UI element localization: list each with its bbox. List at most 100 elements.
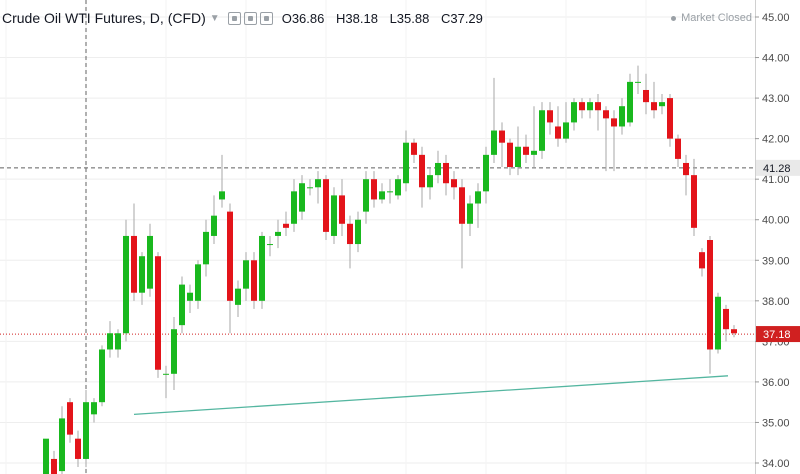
candle-up [635,81,641,83]
y-tick-label: 36.00 [762,377,790,389]
high-value: 38.18 [345,10,378,26]
candle-down [547,110,553,123]
candle-up [715,296,721,350]
candle-up [627,81,633,123]
candle-up [171,329,177,374]
candle-up [91,402,97,415]
candle-up [163,373,169,375]
candle-down [347,223,353,245]
candle-down [323,179,329,232]
settings-icon[interactable] [227,11,241,25]
y-tick-label: 38.00 [762,296,790,308]
candle-down [443,162,449,184]
candle-up [179,284,185,326]
crosshair-lines [0,0,755,474]
y-tick-label: 42.00 [762,134,790,146]
y-tick-label: 40.00 [762,215,790,227]
y-tick-label: 44.00 [762,53,790,65]
candle-up [147,235,153,289]
candle-up [395,179,401,196]
candle-down [227,211,233,301]
low-key: L [389,10,397,26]
candle-up [355,219,361,245]
candle-up [531,150,537,155]
visibility-icon[interactable] [243,11,257,25]
y-tick-label: 45.00 [762,12,790,24]
y-tick-label: 39.00 [762,255,790,267]
candle-down [731,329,737,334]
candle-up [307,187,313,189]
candle-up [315,179,321,188]
candle-down [683,162,689,176]
candle-down [595,102,601,111]
candle-down [603,110,609,119]
candle-up [259,235,265,301]
candle-up [83,402,89,459]
candle-up [483,154,489,192]
candle-down [411,142,417,155]
market-status-text: Market Closed [681,12,752,24]
candle-up [275,231,281,236]
candle-up [123,235,129,334]
candle-down [51,458,57,474]
candle-up [235,288,241,305]
y-tick-label: 34.00 [762,458,790,470]
candle-up [571,102,577,123]
price-axis-bg [755,0,800,474]
candle-up [515,146,521,168]
candle-up [539,110,545,151]
candle-up [467,203,473,224]
candle-down [67,402,73,435]
candle-up [211,215,217,236]
candle-up [659,102,665,107]
candle-down [451,179,457,188]
symbol-header: Crude Oil WTI Futures, D, (CFD) ▼ O36.86… [0,0,755,36]
candle-up [379,191,385,200]
candle-down [155,256,161,370]
close-icon[interactable] [259,11,273,25]
candle-up [491,130,497,155]
candle-down [611,118,617,127]
candle-down [651,102,657,111]
candle-down [499,130,505,143]
last-price-label: 37.18 [763,329,791,341]
candle-down [507,142,513,168]
candle-down [723,308,729,330]
crosshair-price-label: 41.28 [763,163,791,175]
candle-down [699,252,705,269]
ohlc-values: O36.86 H38.18 L35.88 C37.29 [282,11,491,26]
y-tick-label: 43.00 [762,93,790,105]
high-key: H [336,10,346,26]
y-tick-label: 41.00 [762,174,790,186]
crosshair-price-label-bg [756,159,800,176]
candle-down [251,260,257,301]
close-value: 37.29 [450,10,483,26]
candle-up [107,333,113,350]
candle-up [475,191,481,204]
candle-up [195,264,201,301]
candle-down [339,195,345,224]
symbol-title[interactable]: Crude Oil WTI Futures, D, (CFD) [2,10,206,26]
status-dot-icon [671,15,677,21]
candle-up [99,349,105,403]
y-tick-label: 35.00 [762,417,790,429]
support-trendline[interactable] [133,375,729,415]
low-value: 35.88 [396,10,430,26]
candle-down [131,235,137,293]
chevron-down-icon[interactable]: ▼ [209,12,220,24]
candle-down [691,175,697,228]
candle-up [243,260,249,289]
candles [43,65,737,474]
candle-up [203,231,209,265]
open-value: 36.86 [291,10,325,26]
price-axis[interactable]: 45.00 44.00 43.00 42.00 41.00 40.00 39.00 38.00… [755,0,800,474]
candle-down [643,89,649,103]
candle-up [115,333,121,350]
candle-up [219,191,225,200]
candle-down [523,146,529,155]
candle-up [587,102,593,111]
trendline[interactable] [133,375,729,415]
candle-down [707,240,713,350]
close-key: C [440,10,451,26]
